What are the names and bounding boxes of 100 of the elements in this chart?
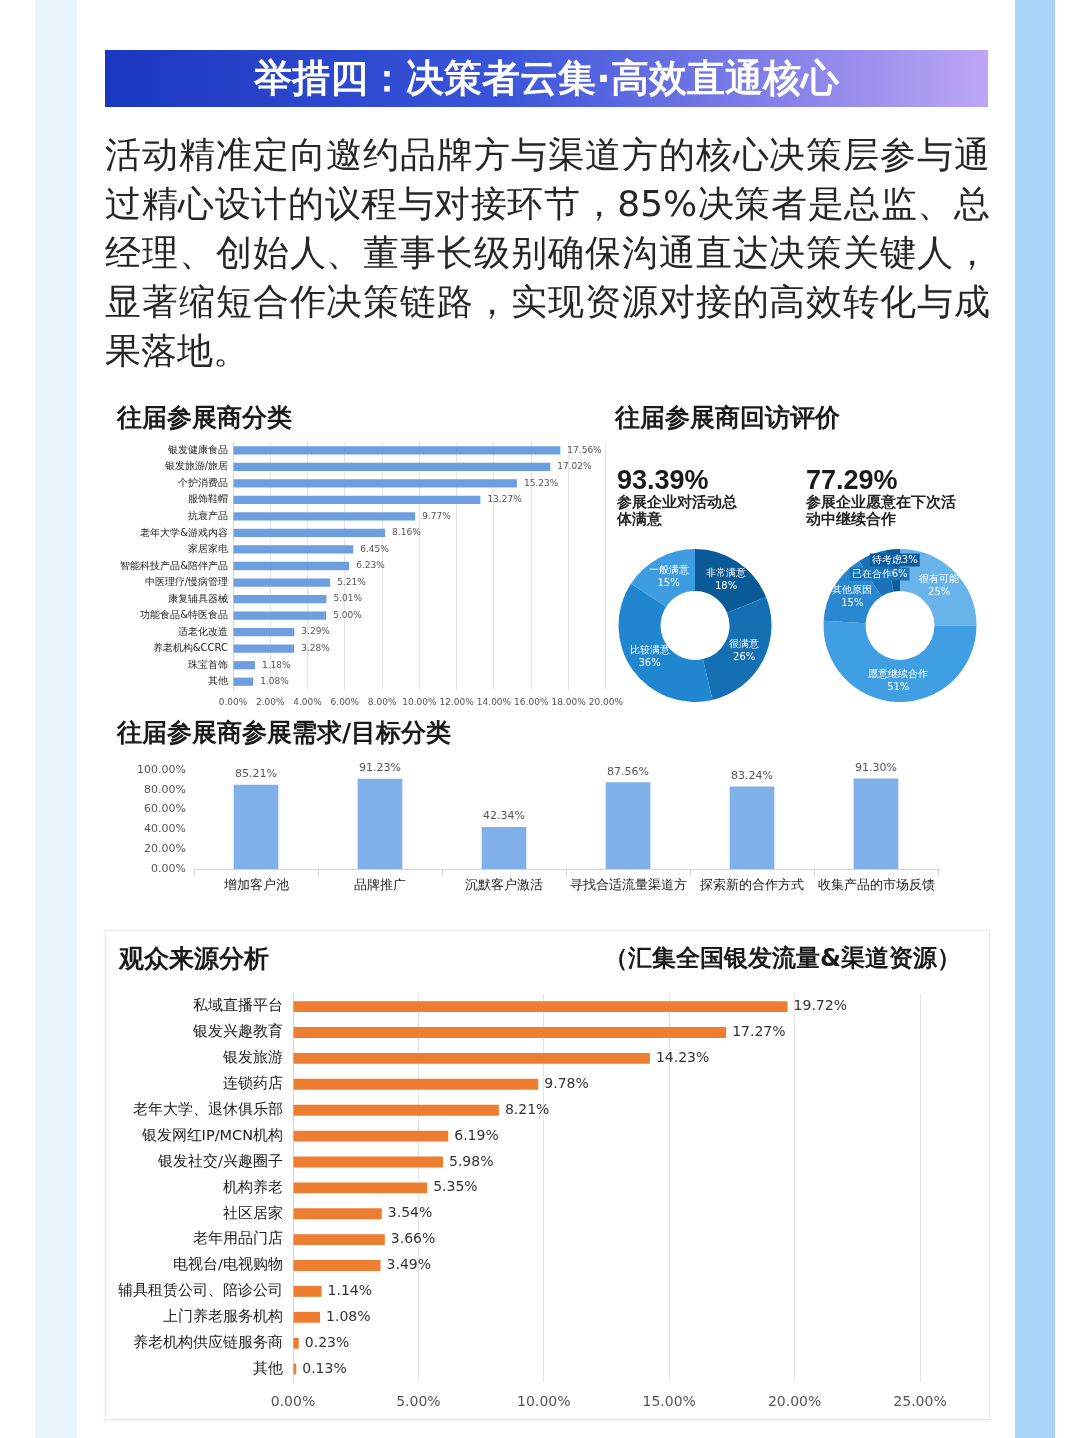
bar [293, 1208, 382, 1220]
bar [293, 1156, 443, 1168]
y-tick-label: 电视台/电视购物 [173, 1256, 283, 1273]
x-tick-label: 5.00% [396, 1393, 441, 1410]
x-tick-label: 探索新的合作方式 [700, 877, 804, 893]
bar [233, 479, 517, 488]
bar [481, 827, 527, 869]
slice-label: 很满意 [729, 638, 760, 650]
x-tick-label: 10.00% [402, 696, 438, 707]
y-tick-label: 私域直播平台 [193, 997, 283, 1014]
chart-subtitle: （汇集全国银发流量&渠道资源） [604, 944, 961, 973]
y-tick-label: 中医理疗/慢病管理 [144, 576, 228, 588]
bar [293, 1052, 650, 1064]
bar [233, 594, 327, 604]
chart-subtitle: 93.39% [617, 464, 709, 495]
data-label: 1.18% [262, 659, 292, 670]
bar [293, 1311, 321, 1323]
bar [293, 1078, 539, 1090]
data-label: 91.23% [359, 761, 401, 775]
y-tick-label: 银发旅游/旅居 [163, 460, 228, 472]
data-label: 5.35% [433, 1178, 478, 1195]
x-tick-label: 15.00% [642, 1393, 696, 1410]
x-tick-label: 8.00% [367, 696, 397, 707]
y-tick-label: 珠宝首饰 [188, 658, 228, 670]
data-label: 1.08% [260, 676, 290, 687]
y-tick-label: 100.00% [137, 762, 186, 776]
y-tick-label: 40.00% [144, 822, 186, 836]
data-label: 36% [638, 657, 661, 669]
data-label: 6.23% [356, 560, 386, 571]
x-tick-label: 16.00% [514, 696, 549, 707]
y-tick-label: 适老化改造 [178, 625, 228, 637]
data-label: 3.49% [386, 1256, 432, 1273]
data-label: 17.02% [557, 461, 593, 472]
chart-subtitle: 77.29% [806, 464, 898, 495]
y-tick-label: 0.00% [151, 861, 186, 875]
bar [293, 1001, 788, 1013]
data-label: 13.27% [487, 494, 523, 505]
slice-label: 已在合作6% [851, 567, 908, 579]
bar [233, 578, 331, 587]
x-tick-label: 20.00% [588, 696, 624, 707]
data-label: 87.56% [607, 764, 649, 778]
data-label: 6.19% [454, 1126, 499, 1143]
bar [853, 778, 899, 869]
data-label: 3.66% [390, 1230, 436, 1247]
data-label: 3.54% [387, 1204, 433, 1221]
data-label: 5.21% [337, 576, 367, 587]
x-tick-label: 2.00% [255, 696, 286, 707]
data-label: 1.14% [327, 1282, 373, 1299]
chart-title: 往届参展商回访评价 [615, 403, 840, 433]
data-label: 15% [841, 597, 864, 609]
data-label: 8.21% [504, 1100, 550, 1117]
y-tick-label: 其他 [208, 675, 228, 687]
y-tick-label: 银发旅游 [222, 1049, 283, 1066]
y-tick-label: 家居家电 [188, 543, 228, 555]
y-tick-label: 20.00% [144, 842, 186, 856]
text: 举措四：决策者云集·高效直通核心 [105, 50, 988, 107]
data-label: 5.01% [333, 593, 363, 604]
y-tick-label: 社区居家 [223, 1204, 283, 1221]
slice-label: 比较满意 [629, 644, 670, 656]
bar [357, 778, 403, 869]
y-tick-label: 老年用品门店 [193, 1230, 283, 1247]
text: 活动精准定向邀约品牌方与渠道方的核心决策层参与通过精心设计的议程与对接环节，85%决策者是总监、总经理、创始人、董事长级别确保沟通直达决策关键人，显著缩短合作决策链路，实现资源对接的高效转化与成果落地。 [105, 133, 990, 373]
data-label: 1.08% [326, 1307, 371, 1324]
bar [233, 784, 279, 869]
bar [233, 628, 295, 637]
bar [233, 462, 551, 471]
y-tick-label: 老年大学&游戏内容 [140, 526, 228, 538]
x-tick-label: 6.00% [330, 696, 360, 707]
data-label: 6.45% [360, 543, 390, 554]
bar [233, 677, 254, 686]
y-tick-label: 80.00% [144, 782, 186, 796]
data-label: 42.34% [483, 809, 525, 823]
x-tick-label: 25.00% [893, 1393, 947, 1410]
data-label: 18% [714, 579, 738, 591]
data-label: 19.72% [793, 997, 847, 1014]
bar [233, 644, 295, 653]
y-tick-label: 康复辅具器械 [168, 592, 228, 604]
bar [293, 1182, 428, 1194]
bar [233, 611, 327, 620]
y-tick-label: 银发网红IP/MCN机构 [140, 1126, 283, 1143]
data-label: 91.30% [855, 760, 897, 774]
bar [729, 786, 775, 869]
y-tick-label: 其他 [253, 1359, 283, 1376]
bar [293, 1027, 727, 1038]
y-tick-label: 抗衰产品 [188, 509, 228, 521]
y-tick-label: 银发兴趣教育 [192, 1023, 283, 1040]
bar [233, 545, 354, 554]
bar [293, 1130, 449, 1142]
slice-label: 其他原因 [832, 584, 873, 596]
x-tick-label: 12.00% [439, 696, 475, 707]
data-label: 8.16% [392, 527, 422, 538]
bar [233, 561, 350, 571]
y-tick-label: 机构养老 [223, 1178, 283, 1195]
y-tick-label: 养老机构&CCRC [152, 642, 229, 654]
data-label: 85.21% [235, 767, 277, 780]
data-label: 15.23% [523, 477, 559, 488]
data-label: 9.78% [544, 1074, 589, 1091]
data-label: 9.77% [422, 510, 452, 521]
bar [233, 495, 481, 504]
x-tick-label: 4.00% [293, 696, 323, 707]
